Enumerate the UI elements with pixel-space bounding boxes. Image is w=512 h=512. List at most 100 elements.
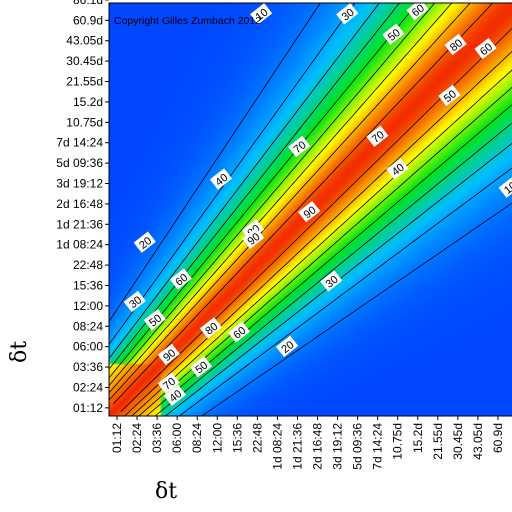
contour-label: 90 xyxy=(241,227,265,249)
x-tick-label: 43.05d xyxy=(471,423,485,460)
contour-label-bg xyxy=(163,384,186,406)
contour-line-10 xyxy=(201,202,512,416)
contour-label-bg xyxy=(227,321,251,343)
contour-line-30 xyxy=(164,142,512,416)
contour-label: 50 xyxy=(143,309,166,331)
contour-label: 60 xyxy=(227,321,251,343)
contour-label: 70 xyxy=(366,125,389,147)
contour-label: 20 xyxy=(275,335,299,357)
plot-frame xyxy=(108,2,512,417)
contour-label: 20 xyxy=(133,231,156,253)
x-tick-label: 2d 16:48 xyxy=(311,423,325,470)
contour-label-text: 60 xyxy=(478,41,495,58)
contour-label: 50 xyxy=(382,23,405,45)
y-tick-label: 5d 09:36 xyxy=(56,156,103,170)
contour-line-60 xyxy=(138,86,512,416)
contour-label-text: 90 xyxy=(302,204,319,221)
contour-label-text: 90 xyxy=(245,231,262,248)
contour-label-bg xyxy=(474,37,497,60)
contour-label-bg xyxy=(241,227,265,249)
y-tick-label: 3d 19:12 xyxy=(56,176,103,190)
contour-label: 10 xyxy=(498,176,512,198)
y-tick-label: 7d 14:24 xyxy=(56,136,103,150)
contour-label-bg xyxy=(320,270,343,292)
contour-label: 60 xyxy=(474,37,497,60)
contour-label-text: 50 xyxy=(193,359,210,376)
contour-label-bg xyxy=(382,23,405,45)
y-tick-label: 2d 16:48 xyxy=(56,197,103,211)
x-tick-label: 5d 09:36 xyxy=(351,423,365,470)
contour-label-bg xyxy=(199,317,223,339)
contour-label-text: 40 xyxy=(213,172,230,189)
x-tick-label: 15.2d xyxy=(411,423,425,453)
contour-label-text: 50 xyxy=(147,312,164,329)
x-tick-label: 22:48 xyxy=(250,423,264,453)
x-tick-label: 7d 14:24 xyxy=(371,423,385,470)
contour-label: 80 xyxy=(444,33,467,56)
contour-label-bg xyxy=(143,309,166,331)
contour-label-bg xyxy=(169,268,192,290)
y-tick-label: 10.75d xyxy=(66,115,103,129)
contour-label-bg xyxy=(366,125,389,147)
contour-label-bg xyxy=(386,158,409,180)
contour-label-bg xyxy=(438,84,461,107)
contour-line-90 xyxy=(120,27,512,412)
contour-label-text: 20 xyxy=(279,339,296,356)
contour-line-10 xyxy=(109,3,321,323)
contour-label: 40 xyxy=(209,168,233,190)
plot-area: 1030605080605070704040109080902060303050… xyxy=(109,3,512,416)
contour-label-text: 30 xyxy=(340,6,357,23)
contour-label-text: 90 xyxy=(161,347,178,364)
contour-label-bg xyxy=(249,3,273,25)
x-tick-label: 30.45d xyxy=(451,423,465,460)
contour-label: 30 xyxy=(336,3,359,25)
x-tick-label: 1d 21:36 xyxy=(291,423,305,470)
contour-label-text: 40 xyxy=(167,388,184,405)
x-tick-label: 06:00 xyxy=(170,423,184,453)
x-tick-label: 08:24 xyxy=(190,423,204,453)
y-tick-label: 21.55d xyxy=(66,75,103,89)
y-tick-label: 43.05d xyxy=(66,34,103,48)
contour-line-60 xyxy=(109,3,436,387)
contour-label-bg xyxy=(406,3,429,21)
contour-line-70 xyxy=(131,69,512,416)
y-tick-label: 02:24 xyxy=(73,380,103,394)
contour-line-40 xyxy=(109,3,400,370)
contour-label: 50 xyxy=(189,356,212,378)
contour-line-70 xyxy=(109,3,453,394)
contour-label-text: 40 xyxy=(390,161,407,178)
contour-label-text: 20 xyxy=(137,235,154,252)
contour-label-bg xyxy=(189,356,212,378)
x-tick-label: 15:36 xyxy=(230,423,244,453)
y-tick-label: 30.45d xyxy=(66,54,103,68)
x-tick-label: 03:36 xyxy=(150,423,164,453)
contour-label: 30 xyxy=(123,290,146,313)
contour-label-text: 60 xyxy=(173,272,190,289)
contour-label-text: 70 xyxy=(292,139,309,156)
contour-label-text: 30 xyxy=(127,294,144,311)
contour-label-text: 30 xyxy=(324,274,341,291)
contour-label-text: 60 xyxy=(231,325,248,342)
contour-line-40 xyxy=(154,122,512,416)
y-tick-label: 22:48 xyxy=(73,258,103,272)
contour-label: 90 xyxy=(157,343,180,366)
contour-label: 80 xyxy=(199,317,223,339)
contour-label-bg xyxy=(209,168,233,190)
contour-label-bg xyxy=(157,343,180,366)
y-tick-label: 12:00 xyxy=(73,299,103,313)
x-axis-ticks: 01:12 02:24 03:36 06:00 08:24 12:00 15:36 22:48… xyxy=(110,416,512,470)
contour-label-text: 70 xyxy=(370,129,387,146)
contour-line-20 xyxy=(109,3,356,346)
y-tick-label: 15:36 xyxy=(73,278,103,292)
contour-label-bg xyxy=(298,200,321,223)
contour-label-text: 50 xyxy=(442,88,459,105)
contour-label-bg xyxy=(157,372,180,394)
contour-line-50 xyxy=(145,104,512,416)
x-tick-label: 12:00 xyxy=(210,423,224,453)
contour-label: 90 xyxy=(298,200,321,223)
contour-label-text: 80 xyxy=(448,37,465,54)
contour-line-90 xyxy=(112,3,494,405)
contour-label: 30 xyxy=(320,270,343,292)
x-tick-label: 3d 19:12 xyxy=(331,423,345,470)
